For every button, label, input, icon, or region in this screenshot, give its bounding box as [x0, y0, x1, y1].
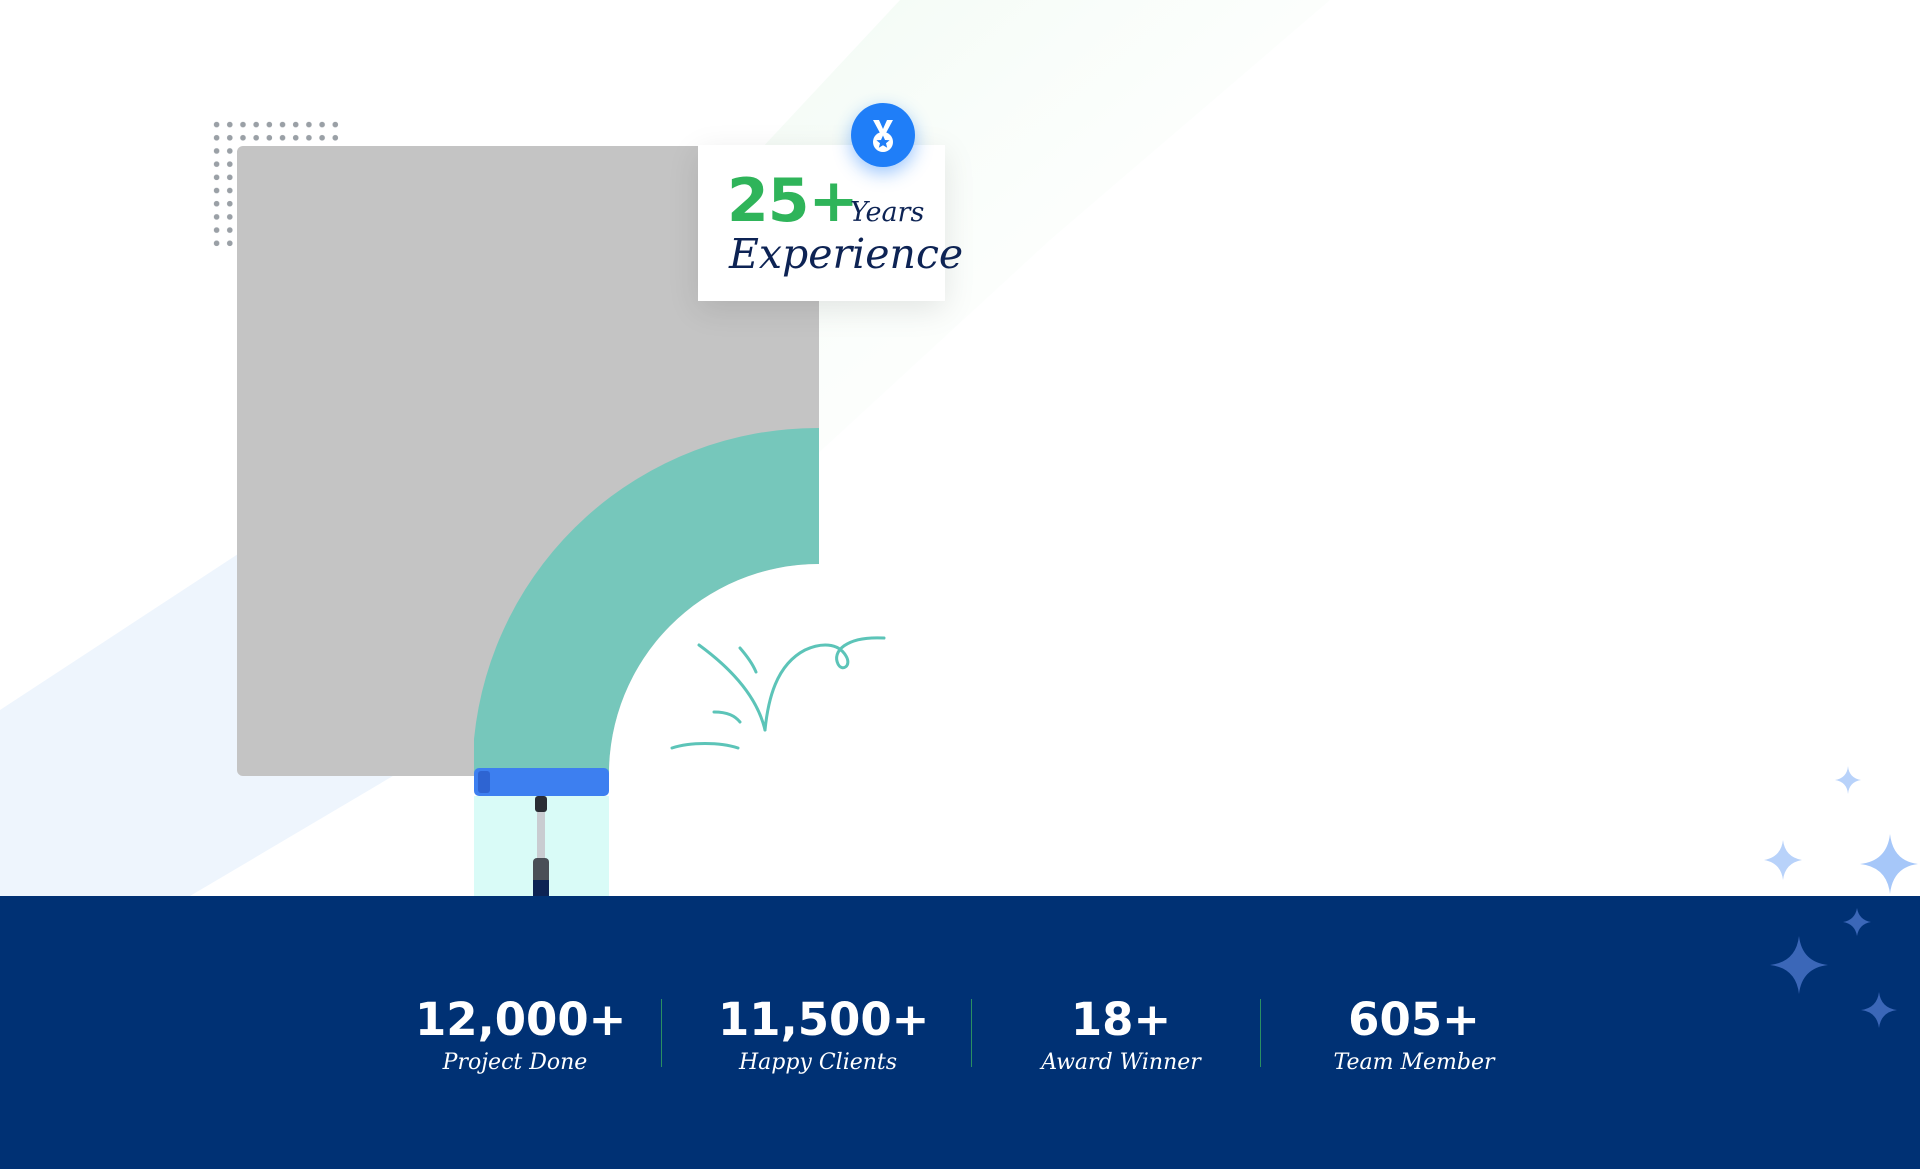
sparkle-icon	[1770, 936, 1828, 994]
stat-happy-clients: 11,500+ Happy Clients	[718, 992, 930, 1078]
stat-value: 605+	[1348, 993, 1480, 1046]
experience-number: 25+	[727, 166, 859, 236]
stat-label: Happy Clients	[738, 1050, 898, 1075]
stat-team-member: 605+ Team Member	[1314, 992, 1514, 1078]
stats-band	[0, 896, 1920, 1169]
experience-badge	[851, 103, 915, 167]
sparkle-icon	[1835, 766, 1861, 794]
sparkle-icon	[1861, 992, 1897, 1028]
stat-label: Award Winner	[1041, 1050, 1201, 1075]
sparkle-icon	[1843, 908, 1871, 936]
stat-value: 11,500+	[718, 993, 930, 1046]
roller-cylinder-highlight	[478, 771, 490, 793]
roller-handle-shaft	[537, 812, 545, 860]
stat-divider	[661, 999, 662, 1067]
experience-label: Experience	[729, 230, 964, 278]
roller-neck	[535, 796, 547, 812]
paint-arch	[474, 427, 819, 776]
stat-divider	[971, 999, 972, 1067]
stat-label: Team Member	[1333, 1050, 1495, 1075]
stat-value: 18+	[1070, 993, 1172, 1046]
experience-card	[698, 145, 945, 301]
roller-cylinder	[474, 768, 609, 796]
medal-icon	[873, 120, 893, 152]
stat-label: Project Done	[442, 1050, 588, 1075]
stat-divider	[1260, 999, 1261, 1067]
stat-project-done: 12,000+ Project Done	[415, 992, 627, 1078]
sparkle-icon	[1764, 840, 1802, 880]
experience-years-label: Years	[850, 197, 925, 228]
stat-award-winner: 18+ Award Winner	[1021, 992, 1221, 1078]
roller-grip-end	[533, 880, 549, 896]
sparkle-icon	[1860, 834, 1918, 894]
stat-value: 12,000+	[415, 993, 627, 1046]
